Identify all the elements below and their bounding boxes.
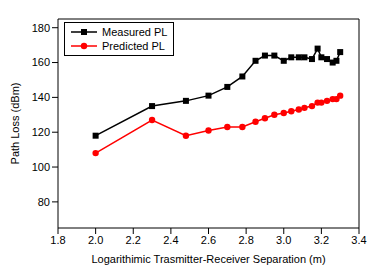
html-text:Predicted PL: Predicted PL xyxy=(102,40,165,52)
svg-text:3.4: 3.4 xyxy=(351,234,366,246)
html-text:Measured PL: Measured PL xyxy=(102,26,168,38)
svg-text:2.2: 2.2 xyxy=(126,234,141,246)
svg-text:120: 120 xyxy=(32,126,50,138)
svg-text:80: 80 xyxy=(38,196,50,208)
svg-text:2.6: 2.6 xyxy=(201,234,216,246)
svg-text:Logarithimic Trasmitter-Receiv: Logarithimic Trasmitter-Receiver Separat… xyxy=(91,253,325,265)
svg-text:2.4: 2.4 xyxy=(163,234,178,246)
svg-text:1.8: 1.8 xyxy=(50,234,65,246)
svg-text:2.0: 2.0 xyxy=(88,234,103,246)
svg-text:100: 100 xyxy=(32,161,50,173)
svg-text:140: 140 xyxy=(32,91,50,103)
svg-text:3.0: 3.0 xyxy=(276,234,291,246)
svg-text:Path Loss (dBm): Path Loss (dBm) xyxy=(9,83,21,165)
svg-text:3.2: 3.2 xyxy=(314,234,329,246)
svg-text:160: 160 xyxy=(32,56,50,68)
svg-text:2.8: 2.8 xyxy=(238,234,253,246)
svg-text:180: 180 xyxy=(32,22,50,34)
